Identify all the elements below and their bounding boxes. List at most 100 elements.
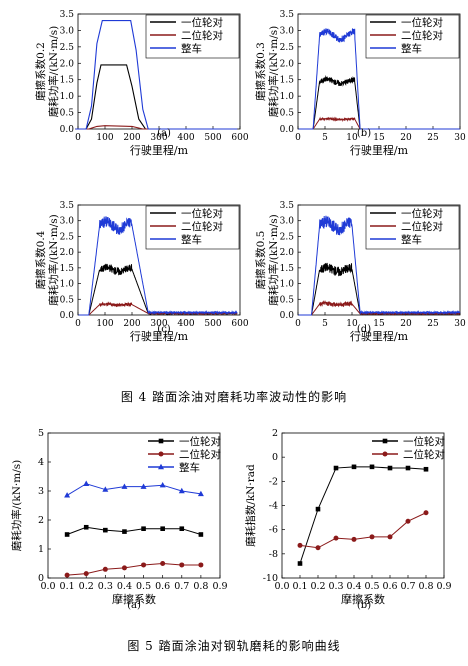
series-2 bbox=[297, 510, 429, 551]
chart-fig5a: 0 1 2 3 4 5 0.0 0.1 0.2 0.3 0.4 0.5 0.6 0.7 0.8 0.9 一位轮对… bbox=[10, 428, 228, 611]
series-line bbox=[66, 526, 202, 535]
y-tick-label: 1.5 bbox=[280, 264, 295, 274]
y-tick-label: 1.0 bbox=[280, 92, 295, 102]
x-tick-label: 0.5 bbox=[364, 581, 379, 592]
legend-marker bbox=[382, 451, 388, 457]
y-axis-title: 磨擦系数0.4磨耗功率/(kN·m/s) bbox=[34, 214, 60, 306]
series-line bbox=[75, 64, 238, 130]
y-tick-label: 3 bbox=[38, 486, 44, 497]
series-line bbox=[299, 466, 427, 564]
x-axis-title: 摩擦系数 bbox=[341, 592, 385, 606]
series-3 bbox=[64, 480, 204, 498]
data-point bbox=[83, 524, 89, 530]
data-point bbox=[64, 572, 70, 578]
data-point bbox=[102, 486, 109, 492]
series-line bbox=[298, 75, 460, 130]
series-2 bbox=[64, 561, 204, 578]
y-axis-title: 磨擦系数0.2磨耗功率/(kN·m/s) bbox=[34, 26, 60, 118]
y-tick-label: 2 bbox=[272, 428, 278, 439]
data-point bbox=[198, 562, 204, 568]
y-axis-title: 磨耗功率/(kN·m/s) bbox=[10, 460, 23, 552]
x-axis-title: 行驶里程/m bbox=[130, 329, 189, 343]
x-tick-label: 0.4 bbox=[346, 581, 361, 592]
x-tick-label: 0.1 bbox=[60, 581, 75, 592]
y-tick-label: 3.5 bbox=[280, 201, 295, 211]
y-tick-label: 0.5 bbox=[60, 295, 75, 305]
y-tick-label: 3.5 bbox=[60, 10, 75, 20]
x-axis-title: 摩擦系数 bbox=[112, 592, 156, 606]
data-point bbox=[141, 526, 146, 531]
chart-fig4b: 0.0 0.5 1.0 1.5 2.0 2.5 3.0 3.5 0 5 10 15 20 25 30 一位轮对… bbox=[254, 10, 466, 157]
legend-label: 二位轮对 bbox=[179, 448, 221, 461]
x-tick-label: 200 bbox=[123, 319, 140, 329]
series-line bbox=[78, 216, 238, 316]
legend-marker bbox=[158, 463, 164, 470]
data-point bbox=[333, 465, 339, 471]
y-tick-label: 4 bbox=[38, 457, 44, 468]
y-tick-label: 2.0 bbox=[280, 59, 295, 69]
series-line bbox=[78, 301, 238, 316]
legend-label: 一位轮对 bbox=[179, 435, 221, 448]
y-axis-title: 磨耗指数/kN·rad bbox=[244, 464, 257, 547]
x-tick-label: 30 bbox=[454, 133, 466, 143]
x-tick-label: 0 bbox=[295, 319, 301, 329]
legend-label: 一位轮对 bbox=[181, 16, 223, 29]
x-tick-label: 0.2 bbox=[310, 581, 325, 592]
y-tick-label: 0.5 bbox=[280, 109, 295, 119]
x-tick-label: 15 bbox=[373, 133, 385, 143]
x-tick-label: 0.2 bbox=[79, 581, 94, 592]
figure4-caption: 图 4 踏面涂油对磨耗功率波动性的影响 bbox=[120, 390, 348, 404]
y-tick-label: 2.5 bbox=[280, 43, 295, 53]
series-line bbox=[298, 215, 461, 316]
series-line bbox=[298, 262, 461, 316]
y-axis-unit: 磨耗功率/(kN·m/s) bbox=[267, 214, 280, 306]
x-tick-label: 0.6 bbox=[155, 581, 170, 592]
chart-fig4c: 0.0 0.5 1.0 1.5 2.0 2.5 3.0 3.5 0 100 200 300 400 500… bbox=[34, 201, 249, 343]
series-3 bbox=[298, 27, 460, 130]
data-point bbox=[160, 526, 165, 531]
x-tick-label: 0.7 bbox=[174, 581, 189, 592]
legend-marker bbox=[158, 451, 164, 457]
series-line bbox=[67, 562, 201, 576]
y-tick-label: 2.0 bbox=[60, 59, 75, 69]
y-tick-label: 5 bbox=[38, 428, 44, 439]
data-point bbox=[405, 518, 411, 524]
y-tick-label: 0.0 bbox=[280, 125, 295, 135]
x-tick-label: 0.6 bbox=[382, 581, 397, 592]
chart-fig4d: 0.0 0.5 1.0 1.5 2.0 2.5 3.0 3.5 0 5 10 15 20 25 30 一位轮对… bbox=[254, 201, 466, 343]
x-tick-label: 25 bbox=[427, 133, 439, 143]
y-tick-label: 0.0 bbox=[280, 311, 295, 321]
series-line bbox=[299, 512, 427, 549]
y-axis-unit: 磨耗功率/(kN·m/s) bbox=[47, 214, 60, 306]
series-3 bbox=[75, 20, 238, 130]
legend-label: 二位轮对 bbox=[401, 29, 443, 42]
x-tick-label: 600 bbox=[231, 133, 248, 143]
y-tick-label: 3.0 bbox=[280, 217, 295, 227]
plot-frame bbox=[47, 432, 221, 579]
series-line bbox=[298, 27, 460, 130]
legend-marker bbox=[382, 438, 388, 444]
x-tick-label: 0.3 bbox=[98, 581, 113, 592]
y-tick-label: 0 bbox=[272, 452, 278, 463]
x-tick-label: 400 bbox=[177, 319, 194, 329]
x-tick-label: 0.8 bbox=[193, 581, 208, 592]
data-point bbox=[351, 464, 357, 470]
x-tick-label: 0.0 bbox=[40, 581, 55, 592]
y-tick-label: 1.5 bbox=[280, 76, 295, 86]
y-tick-label: 1.5 bbox=[60, 264, 75, 274]
legend-label: 二位轮对 bbox=[403, 448, 445, 461]
legend-label: 一位轮对 bbox=[181, 207, 223, 220]
data-point bbox=[297, 542, 303, 548]
data-point bbox=[102, 566, 108, 572]
x-axis-title: 行驶里程/m bbox=[350, 329, 409, 343]
series-1 bbox=[297, 464, 429, 566]
y-tick-label: 2.5 bbox=[60, 43, 75, 53]
friction-label: 磨擦系数0.3 bbox=[254, 42, 267, 101]
x-tick-label: 0 bbox=[75, 319, 81, 329]
chart-fig5b: -10 -8 -6 -4 -2 0 2 0.0 0.1 0.2 0.3 0.4 0.5 0.6 0.7 0.8… bbox=[244, 428, 452, 611]
y-tick-label: 3.0 bbox=[60, 217, 75, 227]
x-tick-label: 100 bbox=[96, 319, 113, 329]
x-tick-label: 0.7 bbox=[400, 581, 415, 592]
y-tick-label: 2.5 bbox=[280, 232, 295, 242]
